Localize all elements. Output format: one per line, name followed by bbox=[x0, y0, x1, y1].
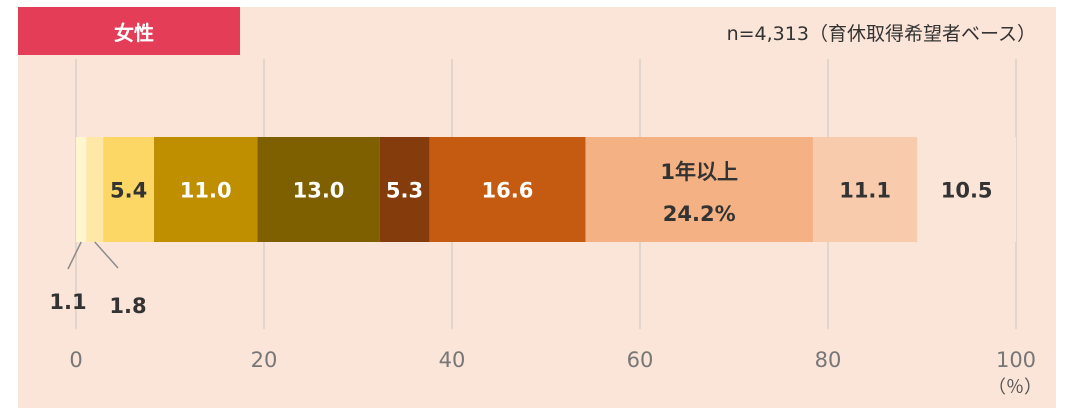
bar-segment bbox=[86, 137, 104, 242]
bar-segment bbox=[585, 137, 813, 242]
x-tick-label: 40 bbox=[439, 348, 466, 372]
data-label: 1.8 bbox=[109, 294, 146, 318]
segment-category-label: 1年以上 bbox=[660, 160, 738, 184]
bar-segment bbox=[103, 137, 155, 242]
bar-segment bbox=[429, 137, 586, 242]
bar-segment bbox=[379, 137, 430, 242]
bar-segment bbox=[257, 137, 380, 242]
bar-segment bbox=[154, 137, 258, 242]
data-label: 24.2% bbox=[663, 202, 736, 226]
x-tick-label: 100 bbox=[996, 348, 1036, 372]
data-label: 11.1 bbox=[839, 179, 891, 203]
data-label: 10.5 bbox=[941, 179, 993, 203]
leader-line bbox=[67, 241, 82, 270]
bar-segment bbox=[917, 137, 1016, 242]
bar-segment bbox=[76, 137, 87, 242]
gender-tag: 女性 bbox=[18, 7, 240, 55]
sample-size-note: n=4,313（育休取得希望者ベース） bbox=[726, 23, 1036, 45]
bar-segment bbox=[812, 137, 918, 242]
data-label: 5.4 bbox=[110, 179, 147, 203]
data-label: 13.0 bbox=[293, 179, 345, 203]
leader-line bbox=[94, 241, 119, 269]
unit-label: （％） bbox=[988, 377, 1042, 398]
x-tick-label: 20 bbox=[251, 348, 278, 372]
stacked-bar-chart: 0 20 40 60 80 100 （％） 1.1 1.8 5.4 11.0 13.0 5.3 16.6 1… bbox=[49, 59, 1042, 398]
data-label: 5.3 bbox=[386, 179, 423, 203]
x-tick-label: 80 bbox=[815, 348, 842, 372]
x-tick-label: 60 bbox=[627, 348, 654, 372]
data-label: 16.6 bbox=[482, 179, 534, 203]
data-label: 11.0 bbox=[180, 179, 232, 203]
x-tick-label: 0 bbox=[69, 348, 82, 372]
data-label: 1.1 bbox=[49, 290, 86, 314]
chart-panel: 女性 n=4,313（育休取得希望者ベース） 0 20 40 60 80 100 （％） 1.… bbox=[18, 7, 1056, 408]
